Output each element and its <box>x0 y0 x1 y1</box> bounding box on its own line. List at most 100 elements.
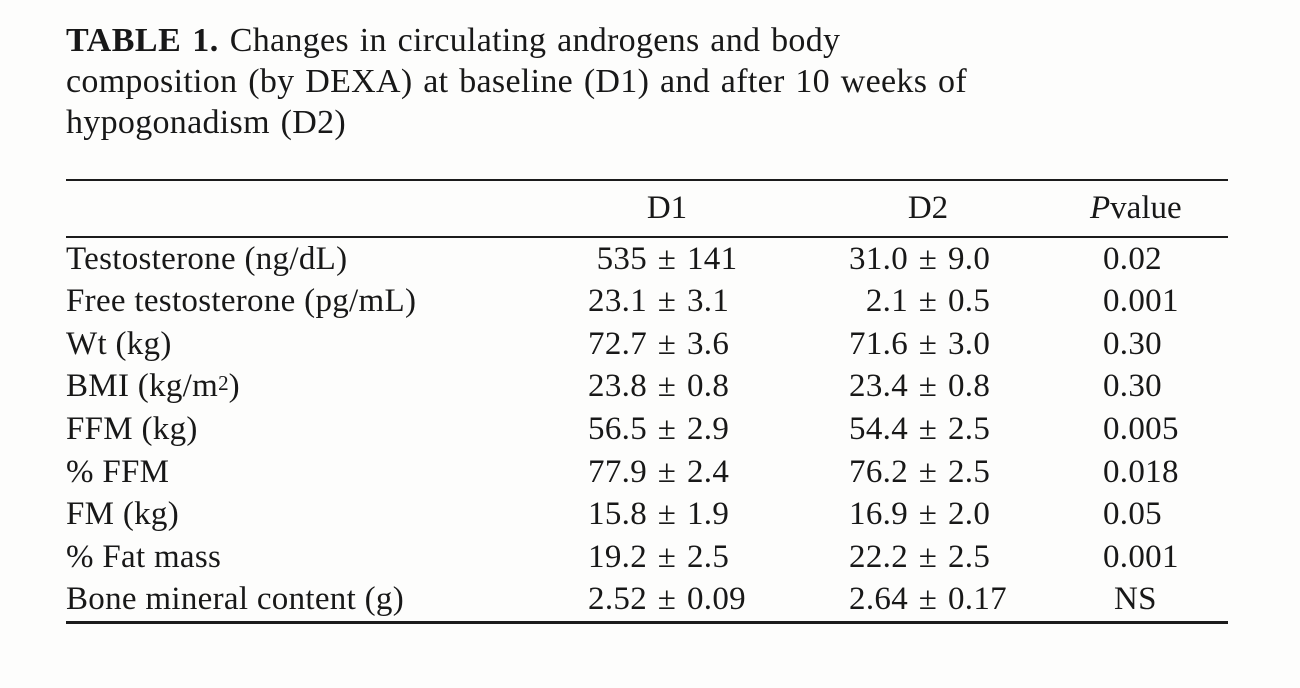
d2-sd: 0.8 <box>948 368 991 405</box>
plus-minus-symbol: ± <box>657 368 677 405</box>
d1-value-cell: 535 ± 141 <box>583 238 751 281</box>
plus-minus-symbol: ± <box>657 538 677 575</box>
d1-mean: 77.9 <box>588 453 647 490</box>
row-label: Testosterone (ng/dL) <box>66 240 348 277</box>
table-row: % Fat mass 19.2 ± 2.5 22.2 ± 2.5 0.001 <box>66 536 1228 579</box>
plus-minus-symbol: ± <box>918 325 938 362</box>
d1-value-cell: 77.9 ± 2.4 <box>583 451 751 494</box>
d1-mean: 19.2 <box>588 538 647 575</box>
d2-mean: 22.2 <box>849 538 908 575</box>
d2-value-cell: 22.2 ± 2.5 <box>844 536 1012 579</box>
d1-mean: 2.52 <box>588 581 647 618</box>
d1-sd: 141 <box>687 240 738 277</box>
caption-line-2: composition (by DEXA) at baseline (D1) a… <box>66 63 967 100</box>
plus-minus-symbol: ± <box>918 410 938 447</box>
table-header-row: D1 D2 P value <box>66 181 1228 236</box>
p-value-cell: 0.30 <box>1103 325 1162 362</box>
d1-mean: 72.7 <box>588 325 647 362</box>
column-header-d1: D1 <box>646 190 688 226</box>
table-row: BMI (kg/m 2) 23.8 ± 0.8 23.4 ± 0.8 0.30 <box>66 366 1228 409</box>
d2-sd: 2.5 <box>948 453 991 490</box>
plus-minus-symbol: ± <box>657 453 677 490</box>
plus-minus-symbol: ± <box>918 283 938 320</box>
d1-sd: 3.1 <box>687 283 730 320</box>
plus-minus-symbol: ± <box>918 581 938 618</box>
d1-value-cell: 23.8 ± 0.8 <box>583 366 751 409</box>
d2-mean: 31.0 <box>849 240 908 277</box>
plus-minus-symbol: ± <box>657 410 677 447</box>
row-label: Free testosterone (pg/mL) <box>66 283 417 320</box>
d1-value-cell: 19.2 ± 2.5 <box>583 536 751 579</box>
column-header-d2: D2 <box>907 190 949 226</box>
d2-value-cell: 71.6 ± 3.0 <box>844 323 1012 366</box>
plus-minus-symbol: ± <box>918 453 938 490</box>
d2-mean: 2.1 <box>865 283 908 320</box>
d1-sd: 1.9 <box>687 496 730 533</box>
table-row: Wt (kg) 72.7 ± 3.6 71.6 ± 3.0 0.30 <box>66 323 1228 366</box>
p-italic: P <box>1090 190 1111 226</box>
d1-mean: 56.5 <box>588 410 647 447</box>
plus-minus-symbol: ± <box>657 581 677 618</box>
d1-value-cell: 56.5 ± 2.9 <box>583 408 751 451</box>
d2-sd: 9.0 <box>948 240 991 277</box>
p-value-cell: 0.02 <box>1103 240 1162 277</box>
table-body: Testosterone (ng/dL) 535 ± 141 31.0 ± 9.… <box>66 238 1228 621</box>
d2-sd: 2.0 <box>948 496 991 533</box>
p-value-cell: 0.05 <box>1103 496 1162 533</box>
table-rule-top <box>66 179 1228 181</box>
d2-sd: 3.0 <box>948 325 991 362</box>
row-label: Wt (kg) <box>66 325 172 362</box>
table-row: Testosterone (ng/dL) 535 ± 141 31.0 ± 9.… <box>66 238 1228 281</box>
d2-mean: 76.2 <box>849 453 908 490</box>
d2-mean: 2.64 <box>849 581 908 618</box>
plus-minus-symbol: ± <box>657 496 677 533</box>
p-value-cell: NS <box>1114 581 1157 618</box>
row-label: % FFM <box>66 453 170 490</box>
d1-value-cell: 15.8 ± 1.9 <box>583 493 751 536</box>
d2-sd: 2.5 <box>948 538 991 575</box>
table-row: Free testosterone (pg/mL) 23.1 ± 3.1 2.1… <box>66 281 1228 324</box>
table-rule-middle <box>66 236 1228 238</box>
row-label: Bone mineral content (g) <box>66 581 405 618</box>
table-row: FFM (kg) 56.5 ± 2.9 54.4 ± 2.5 0.005 <box>66 408 1228 451</box>
plus-minus-symbol: ± <box>657 325 677 362</box>
row-label: BMI (kg/m 2) <box>66 368 240 405</box>
d2-sd: 0.17 <box>948 581 1007 618</box>
d2-mean: 54.4 <box>849 410 908 447</box>
table-row: % FFM 77.9 ± 2.4 76.2 ± 2.5 0.018 <box>66 451 1228 494</box>
d2-mean: 23.4 <box>849 368 908 405</box>
d2-mean: 71.6 <box>849 325 908 362</box>
d1-sd: 0.8 <box>687 368 730 405</box>
plus-minus-symbol: ± <box>657 283 677 320</box>
caption-line-1: TABLE 1. Changes in circulating androgens… <box>66 20 1236 61</box>
d1-sd: 2.5 <box>687 538 730 575</box>
d2-sd: 0.5 <box>948 283 991 320</box>
p-rest: value <box>1110 190 1182 226</box>
row-label: % Fat mass <box>66 538 222 575</box>
plus-minus-symbol: ± <box>918 368 938 405</box>
row-label: FFM (kg) <box>66 410 198 447</box>
d1-value-cell: 72.7 ± 3.6 <box>583 323 751 366</box>
d1-mean: 23.8 <box>588 368 647 405</box>
plus-minus-symbol: ± <box>657 240 677 277</box>
d2-value-cell: 2.1 ± 0.5 <box>844 281 1012 324</box>
d1-value-cell: 23.1 ± 3.1 <box>583 281 751 324</box>
d1-mean: 15.8 <box>588 496 647 533</box>
d2-value-cell: 31.0 ± 9.0 <box>844 238 1012 281</box>
column-header-pvalue: P value <box>1090 181 1290 236</box>
d1-sd: 2.9 <box>687 410 730 447</box>
d1-sd: 2.4 <box>687 453 730 490</box>
table-number: TABLE 1. <box>66 22 219 59</box>
plus-minus-symbol: ± <box>918 496 938 533</box>
d1-sd: 3.6 <box>687 325 730 362</box>
p-value-cell: 0.30 <box>1103 368 1162 405</box>
p-value-cell: 0.001 <box>1103 538 1179 575</box>
table-caption: TABLE 1. Changes in circulating androgens… <box>66 20 1236 143</box>
d1-value-cell: 2.52 ± 0.09 <box>583 578 751 621</box>
d1-mean: 23.1 <box>588 283 647 320</box>
p-value-cell: 0.018 <box>1103 453 1179 490</box>
table-rule-bottom <box>66 621 1228 624</box>
table-row: FM (kg) 15.8 ± 1.9 16.9 ± 2.0 0.05 <box>66 493 1228 536</box>
d2-value-cell: 54.4 ± 2.5 <box>844 408 1012 451</box>
